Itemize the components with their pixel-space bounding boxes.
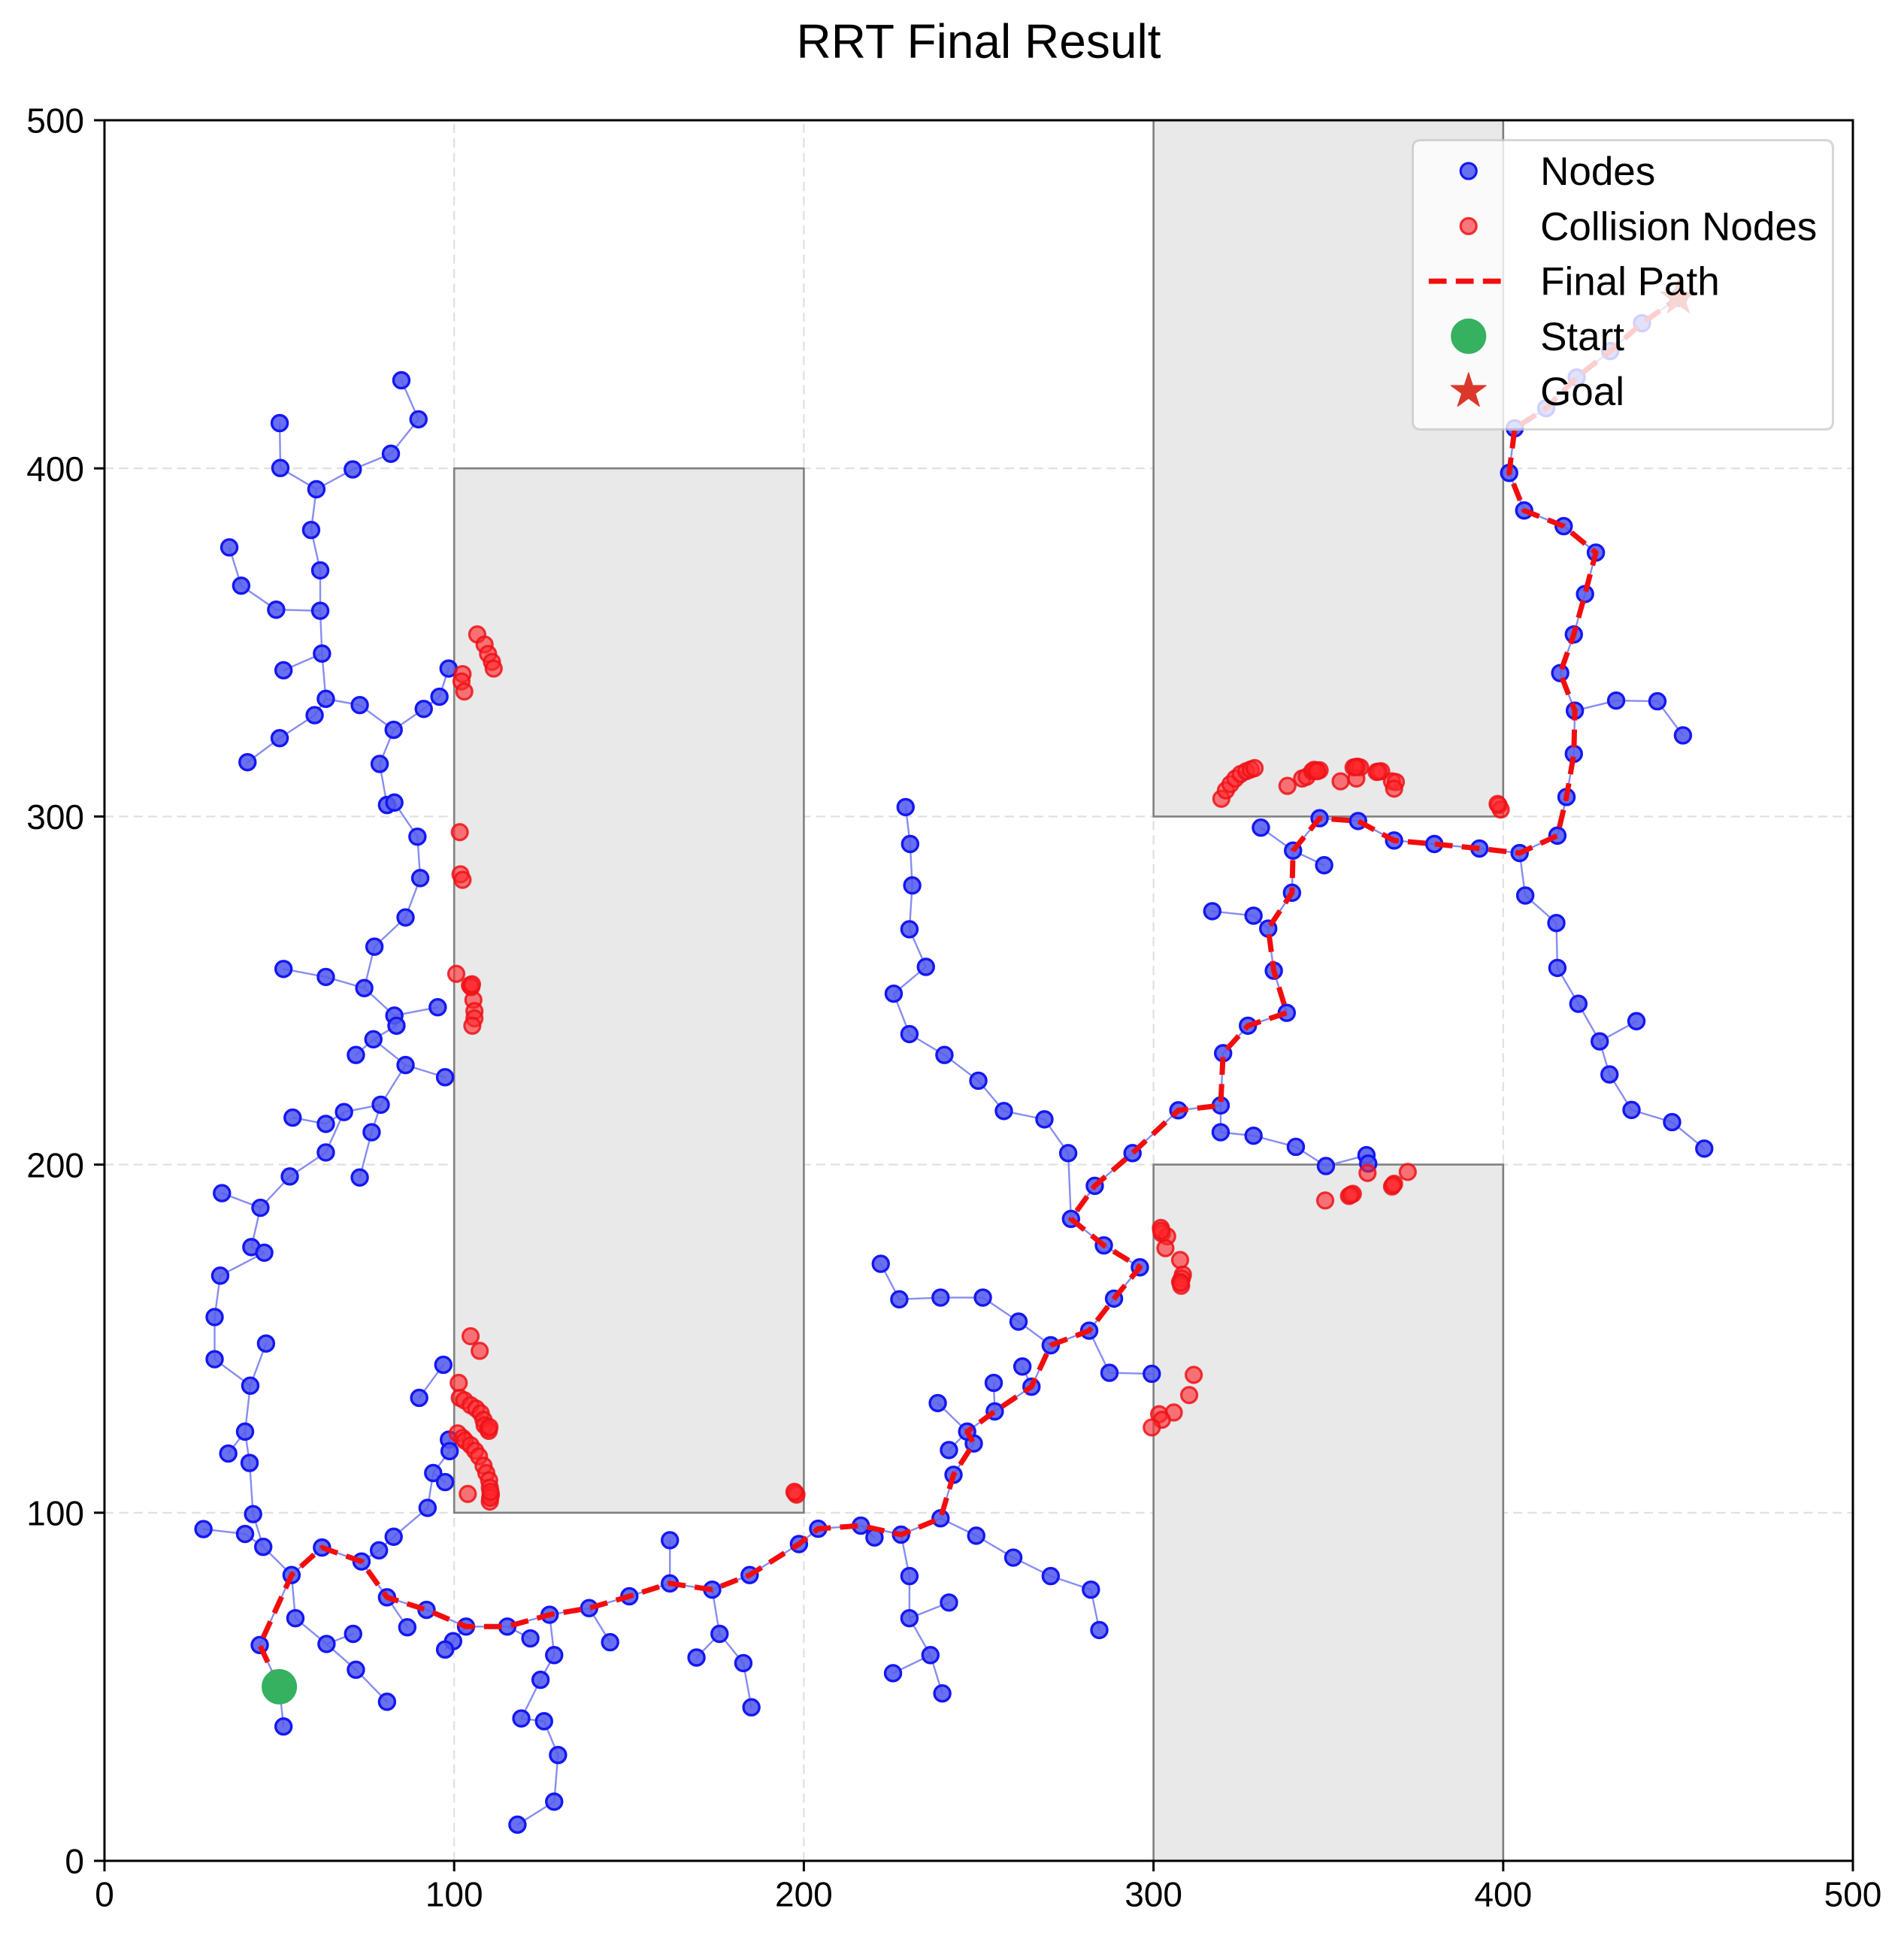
- svg-text:200: 200: [775, 1874, 833, 1913]
- svg-text:200: 200: [26, 1145, 84, 1184]
- svg-text:Final Path: Final Path: [1540, 260, 1720, 304]
- svg-text:300: 300: [1125, 1874, 1182, 1913]
- svg-text:Collision Nodes: Collision Nodes: [1540, 204, 1817, 249]
- svg-text:500: 500: [26, 101, 84, 141]
- svg-text:0: 0: [95, 1874, 114, 1913]
- svg-text:100: 100: [26, 1493, 84, 1532]
- svg-text:400: 400: [26, 449, 84, 489]
- svg-text:100: 100: [425, 1874, 483, 1913]
- svg-text:500: 500: [1824, 1874, 1882, 1913]
- svg-text:Nodes: Nodes: [1540, 150, 1655, 194]
- svg-text:Start: Start: [1540, 315, 1624, 359]
- svg-text:Goal: Goal: [1540, 370, 1624, 414]
- svg-text:RRT Final Result: RRT Final Result: [797, 14, 1161, 68]
- svg-text:0: 0: [65, 1842, 84, 1881]
- svg-text:400: 400: [1474, 1874, 1532, 1913]
- svg-text:300: 300: [26, 797, 84, 836]
